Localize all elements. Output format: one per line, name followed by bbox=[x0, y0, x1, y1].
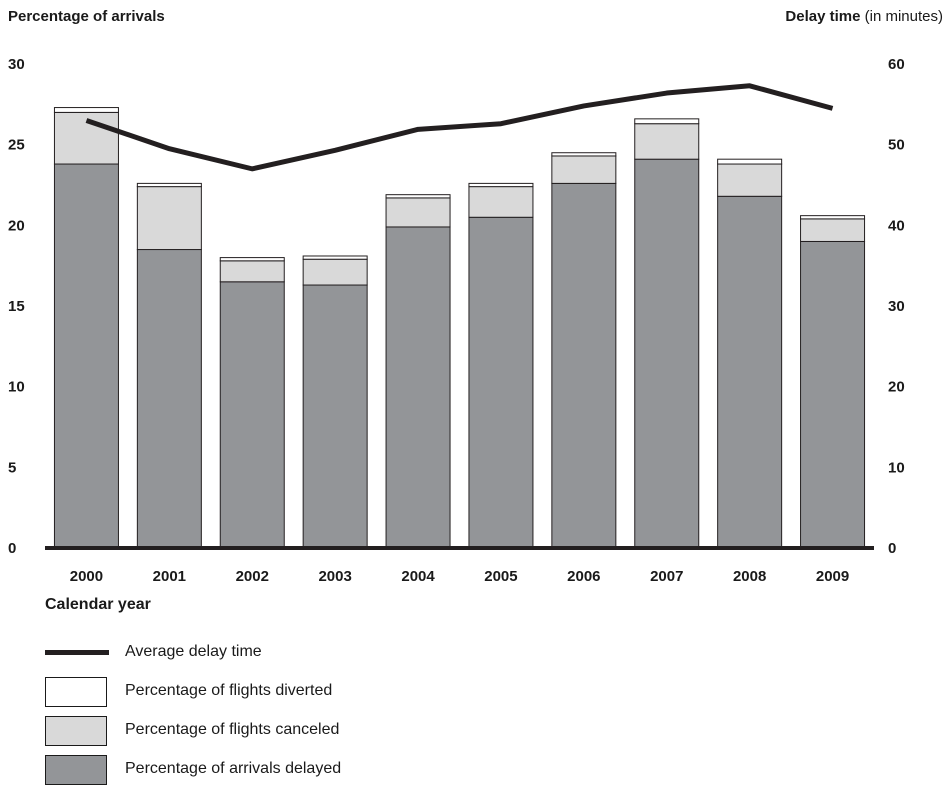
bar-percentage-of-flights-diverted-2004 bbox=[385, 194, 451, 199]
bar-percentage-of-arrivals-delayed-2003 bbox=[302, 284, 368, 549]
legend-item-canceled: Percentage of flights canceled bbox=[45, 716, 465, 746]
legend-item-diverted: Percentage of flights diverted bbox=[45, 677, 465, 707]
legend-label: Percentage of flights diverted bbox=[125, 682, 333, 699]
bar-percentage-of-arrivals-delayed-2001 bbox=[136, 249, 202, 549]
bar-percentage-of-flights-canceled-2003 bbox=[302, 258, 368, 286]
bar-percentage-of-flights-canceled-2008 bbox=[717, 163, 783, 197]
x-tick-label: 2002 bbox=[236, 568, 269, 585]
bar-percentage-of-arrivals-delayed-2002 bbox=[219, 281, 285, 549]
bar-percentage-of-flights-diverted-2005 bbox=[468, 182, 534, 188]
legend-item-delayed: Percentage of arrivals delayed bbox=[45, 755, 465, 785]
left-axis-title: Percentage of arrivals bbox=[8, 8, 165, 25]
legend-swatch-canceled bbox=[45, 716, 107, 746]
left-tick-label: 0 bbox=[8, 540, 16, 557]
left-tick-label: 30 bbox=[8, 56, 25, 73]
legend-label: Average delay time bbox=[125, 643, 262, 660]
left-tick-label: 10 bbox=[8, 379, 25, 396]
right-tick-label: 40 bbox=[888, 217, 905, 234]
bar-percentage-of-flights-canceled-2004 bbox=[385, 197, 451, 228]
legend-swatch-delayed bbox=[45, 755, 107, 785]
bar-percentage-of-flights-canceled-2000 bbox=[53, 111, 119, 165]
bar-percentage-of-arrivals-delayed-2009 bbox=[800, 240, 866, 549]
bar-percentage-of-arrivals-delayed-2004 bbox=[385, 226, 451, 549]
bar-percentage-of-flights-diverted-2009 bbox=[800, 215, 866, 220]
x-tick-label: 2003 bbox=[318, 568, 351, 585]
legend-item-average-delay: Average delay time bbox=[45, 638, 465, 668]
bar-percentage-of-flights-canceled-2006 bbox=[551, 155, 617, 184]
chart-svg: 2000 2001 2002 2003 2004 2005 2006 2007 2008 2009… bbox=[8, 56, 905, 585]
bar-percentage-of-arrivals-delayed-2006 bbox=[551, 182, 617, 549]
bar-percentage-of-flights-diverted-2007 bbox=[634, 118, 700, 125]
bar-percentage-of-flights-canceled-2009 bbox=[800, 218, 866, 242]
x-tick-label: 2005 bbox=[484, 568, 517, 585]
bar-percentage-of-flights-canceled-2007 bbox=[634, 123, 700, 160]
bar-percentage-of-arrivals-delayed-2007 bbox=[634, 158, 700, 549]
bar-percentage-of-arrivals-delayed-2005 bbox=[468, 216, 534, 549]
x-tick-label: 2009 bbox=[816, 568, 849, 585]
legend-label: Percentage of arrivals delayed bbox=[125, 760, 342, 777]
left-tick-label: 5 bbox=[8, 459, 16, 476]
legend-swatch-diverted bbox=[45, 677, 107, 707]
x-tick-label: 2007 bbox=[650, 568, 683, 585]
right-axis-title-bold: Delay time bbox=[785, 8, 861, 25]
right-axis-title-unit: (in minutes) bbox=[860, 8, 943, 25]
left-tick-label: 25 bbox=[8, 137, 25, 154]
bar-percentage-of-flights-canceled-2005 bbox=[468, 186, 534, 218]
x-tick-label: 2008 bbox=[733, 568, 766, 585]
right-tick-label: 60 bbox=[888, 56, 905, 73]
x-tick-label: 2006 bbox=[567, 568, 600, 585]
bar-percentage-of-flights-diverted-2001 bbox=[136, 182, 202, 188]
bar-percentage-of-flights-canceled-2001 bbox=[136, 186, 202, 251]
bar-percentage-of-flights-canceled-2002 bbox=[219, 260, 285, 283]
left-tick-label: 15 bbox=[8, 298, 25, 315]
bar-percentage-of-flights-diverted-2008 bbox=[717, 158, 783, 165]
x-tick-label: 2001 bbox=[153, 568, 186, 585]
line-average-delay-time bbox=[85, 83, 834, 172]
right-tick-label: 0 bbox=[888, 540, 896, 557]
right-tick-label: 20 bbox=[888, 379, 905, 396]
bar-percentage-of-flights-diverted-2003 bbox=[302, 255, 368, 260]
legend-label: Percentage of flights canceled bbox=[125, 721, 340, 738]
bar-percentage-of-flights-diverted-2002 bbox=[219, 257, 285, 262]
right-tick-label: 50 bbox=[888, 137, 905, 154]
x-axis-title: Calendar year bbox=[45, 596, 151, 613]
bar-percentage-of-arrivals-delayed-2000 bbox=[53, 163, 119, 549]
x-tick-label: 2004 bbox=[401, 568, 435, 585]
legend-line-swatch bbox=[45, 650, 109, 655]
bar-percentage-of-arrivals-delayed-2008 bbox=[717, 195, 783, 549]
right-tick-label: 30 bbox=[888, 298, 905, 315]
left-tick-label: 20 bbox=[8, 217, 25, 234]
right-axis-title: Delay time (in minutes) bbox=[785, 8, 943, 25]
right-tick-label: 10 bbox=[888, 459, 905, 476]
bar-percentage-of-flights-diverted-2006 bbox=[551, 152, 617, 157]
x-tick-label: 2000 bbox=[70, 568, 103, 585]
bar-percentage-of-flights-diverted-2000 bbox=[53, 107, 119, 113]
